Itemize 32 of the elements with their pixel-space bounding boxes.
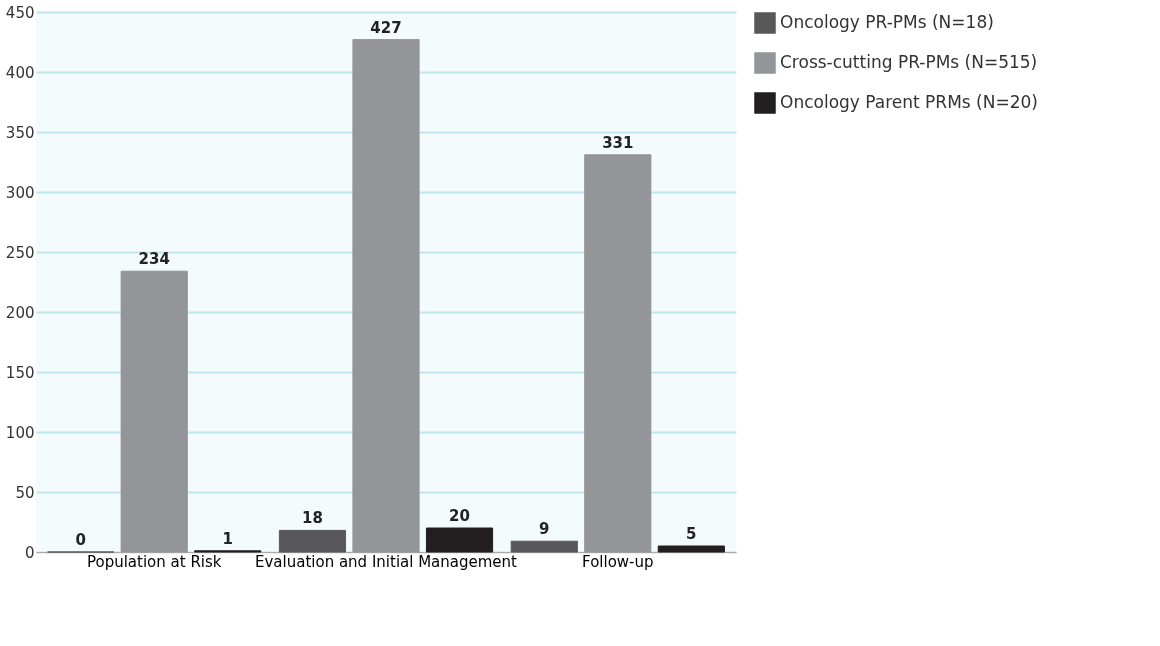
x-tick-label: Follow-up [582, 552, 654, 571]
x-tick-label: Evaluation and Initial Management [255, 552, 518, 571]
y-tick-label: 200 [5, 303, 35, 322]
legend-label: Oncology Parent PRMs (N=20) [780, 92, 1038, 112]
legend-label: Cross-cutting PR-PMs (N=515) [780, 52, 1038, 72]
x-tick-label: Population at Risk [86, 552, 222, 571]
y-tick-label: 0 [24, 543, 35, 562]
data-label: 1 [222, 529, 233, 548]
data-label: 20 [449, 507, 470, 525]
bar [584, 154, 652, 553]
legend-label: Oncology PR-PMs (N=18) [780, 12, 994, 32]
y-tick-label: 350 [5, 123, 35, 142]
data-label: 0 [75, 531, 86, 549]
bar [425, 527, 494, 553]
bar [352, 39, 420, 553]
data-label: 9 [539, 520, 550, 539]
bar [657, 545, 725, 553]
bar [510, 540, 578, 553]
y-tick-label: 50 [15, 483, 35, 502]
y-tick-label: 250 [5, 243, 35, 262]
y-tick-label: 100 [5, 423, 35, 442]
bar [120, 270, 188, 553]
y-tick-label: 400 [5, 63, 35, 82]
bar [278, 529, 347, 553]
data-label: 5 [686, 525, 697, 543]
data-label: 427 [370, 18, 402, 37]
y-tick-label: 450 [5, 3, 35, 22]
y-tick-label: 300 [5, 183, 35, 202]
data-label: 234 [138, 250, 170, 269]
data-label: 331 [602, 133, 634, 152]
y-tick-label: 150 [5, 363, 35, 382]
data-label: 18 [302, 509, 323, 528]
